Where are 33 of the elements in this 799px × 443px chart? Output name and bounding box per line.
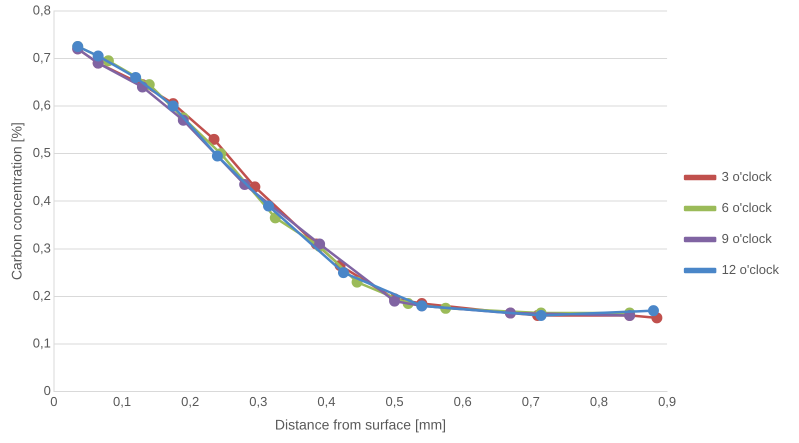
point [92, 50, 104, 62]
legend-label: 9 o'clock [722, 231, 772, 246]
point [648, 305, 659, 316]
y-tick-label: 0,2 [32, 288, 51, 303]
x-tick-label: 0,8 [590, 394, 608, 409]
y-tick-label: 0,7 [32, 50, 51, 65]
legend-label: 12 o'clock [722, 262, 780, 278]
y-tick-label: 0,8 [32, 2, 51, 18]
y-tick-label: 0,5 [32, 145, 51, 160]
point [263, 200, 274, 212]
y-tick-label: 0,1 [32, 336, 51, 351]
legend-label: 6 o'clock [722, 200, 772, 216]
x-tick-label: 0,2 [181, 394, 200, 409]
x-tick-label: 0,5 [386, 394, 404, 409]
point [168, 100, 179, 112]
x-tick-label: 0,1 [112, 394, 132, 409]
legend-label: 3 o'clock [722, 169, 772, 184]
x-tick-label: 0,3 [249, 394, 268, 409]
y-tick-label: 0,6 [32, 98, 51, 113]
y-tick-label: 0 [44, 383, 51, 398]
point [130, 72, 142, 83]
point [389, 296, 400, 307]
x-axis-title: Distance from surface [mm] [274, 416, 446, 432]
y-axis-title: Carbon concentration [%] [8, 122, 24, 280]
point [212, 150, 223, 162]
point [338, 267, 349, 278]
point [208, 134, 220, 145]
x-tick-label: 0,4 [317, 394, 336, 409]
y-tick-label: 0,4 [32, 192, 51, 208]
x-tick-label: 0,9 [658, 394, 676, 409]
x-tick-label: 0,6 [454, 394, 472, 409]
x-tick-label: 0,7 [522, 394, 540, 409]
y-tick-label: 0,3 [32, 240, 51, 256]
